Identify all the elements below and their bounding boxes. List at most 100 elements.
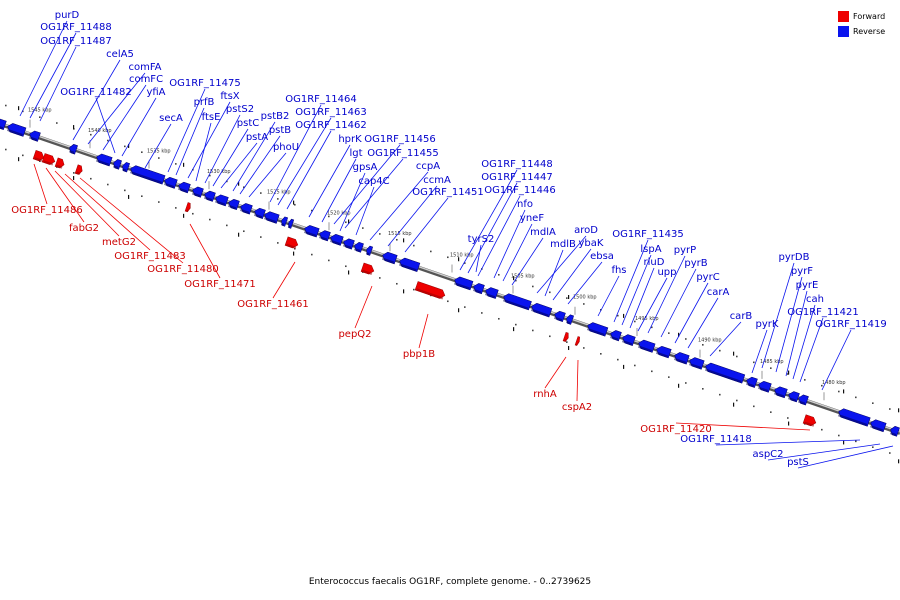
guide-dot: [719, 349, 721, 352]
guide-dot: [855, 440, 857, 443]
guide-tick: [623, 364, 625, 369]
gene-label: comFA: [128, 62, 161, 73]
gene-label: rluD: [644, 257, 665, 268]
guide-tick: [73, 176, 75, 181]
gene-leader-line: [467, 182, 518, 274]
gene-label: OG1RF_11487: [40, 36, 112, 47]
gene-label: OG1RF_11456: [364, 134, 436, 145]
guide-dot: [600, 309, 602, 311]
gene-label: ftsE: [202, 112, 221, 123]
gene-leader-line: [39, 46, 77, 122]
guide-dot: [260, 236, 262, 238]
gene-label: pstB2: [261, 111, 290, 122]
guide-tick: [238, 232, 240, 237]
gene-label: OG1RF_11455: [367, 148, 439, 159]
guide-dot: [702, 344, 704, 346]
guide-dot: [277, 198, 279, 200]
guide-tick: [898, 408, 900, 413]
guide-dot: [651, 326, 653, 329]
gene-leader-line: [339, 172, 366, 232]
guide-dot: [141, 151, 143, 154]
reverse-gene-arrow: [354, 241, 364, 253]
guide-dot: [447, 256, 449, 259]
gene-leader-line: [369, 171, 429, 241]
gene-label: OG1RF_11483: [114, 251, 186, 262]
guide-dot: [226, 180, 228, 183]
forward-gene-arrow: [74, 164, 83, 175]
gene-leader-line: [775, 276, 803, 373]
guide-dot: [566, 341, 568, 343]
guide-dot: [651, 370, 653, 373]
reverse-gene-arrow: [399, 257, 421, 273]
guide-tick: [73, 125, 75, 130]
guide-dot: [5, 104, 7, 107]
gene-leader-line: [189, 223, 221, 279]
guide-dot: [770, 411, 772, 413]
guide-dot: [889, 408, 891, 410]
forward-swatch-icon: [838, 11, 849, 22]
gene-label: OG1RF_11461: [237, 299, 309, 310]
scale-tick-label: 1490 kbp: [698, 338, 722, 344]
gene-label: pyrC: [696, 272, 719, 283]
gene-label: tyrS2: [468, 234, 495, 245]
gene-label: celA5: [106, 49, 134, 60]
reverse-gene-arrow: [746, 376, 758, 388]
guide-tick: [788, 370, 790, 375]
gene-label: aroD: [574, 225, 598, 236]
guide-tick: [458, 257, 460, 262]
gene-leader-line: [797, 445, 894, 469]
gene-leader-line: [418, 313, 429, 349]
guide-tick: [623, 313, 625, 318]
guide-dot: [719, 393, 721, 396]
reverse-gene-arrow: [788, 391, 800, 403]
gene-label: pstC: [237, 118, 259, 129]
reverse-gene-arrow: [69, 144, 78, 155]
reverse-gene-arrow: [96, 153, 113, 167]
guide-dot: [702, 388, 704, 390]
guide-dot: [124, 145, 126, 148]
gene-label: carA: [707, 287, 730, 298]
guide-dot: [634, 320, 636, 323]
gene-leader-line: [687, 297, 719, 349]
guide-dot: [787, 417, 789, 419]
reverse-gene-arrow: [122, 162, 130, 173]
scale-tick-label: 1515 kbp: [388, 231, 412, 237]
gene-label: cah: [806, 294, 824, 305]
reverse-gene-arrow: [531, 303, 553, 318]
gene-label: lgt: [349, 148, 362, 159]
guide-tick: [348, 270, 350, 275]
reverse-gene-arrow: [304, 225, 320, 238]
reverse-gene-arrow: [330, 234, 344, 246]
gene-leader-line: [459, 169, 518, 271]
gene-leader-line: [629, 267, 655, 329]
gene-label: OG1RF_11421: [787, 307, 859, 318]
guide-tick: [568, 295, 570, 300]
guide-tick: [18, 106, 20, 111]
gene-leader-line: [544, 356, 567, 389]
guide-dot: [634, 364, 636, 367]
gene-leader-line: [715, 439, 861, 446]
guide-dot: [345, 221, 347, 224]
scale-tick-label: 1505 kbp: [511, 273, 535, 279]
gene-label: ftsX: [220, 91, 239, 102]
scale-tick-label: 1480 kbp: [822, 380, 846, 386]
forward-gene-arrow: [32, 150, 45, 162]
guide-tick: [183, 162, 185, 167]
gene-label: mdlB: [550, 239, 576, 250]
guide-dot: [90, 177, 92, 180]
guide-dot: [753, 361, 755, 364]
gene-label: pyrDB: [779, 252, 810, 263]
guide-dot: [838, 390, 840, 393]
scale-tick-label: 1500 kbp: [573, 295, 597, 301]
gene-leader-line: [477, 195, 521, 277]
guide-tick: [678, 332, 680, 337]
guide-dot: [804, 379, 806, 381]
gene-label: yfiA: [146, 87, 165, 98]
gene-label: pepQ2: [338, 329, 371, 340]
gene-label: rnhA: [533, 389, 557, 400]
gene-leader-line: [544, 249, 564, 297]
guide-tick: [18, 157, 20, 162]
gene-leader-line: [333, 144, 401, 225]
gene-label: pyrB: [684, 258, 707, 269]
guide-dot: [39, 116, 41, 118]
